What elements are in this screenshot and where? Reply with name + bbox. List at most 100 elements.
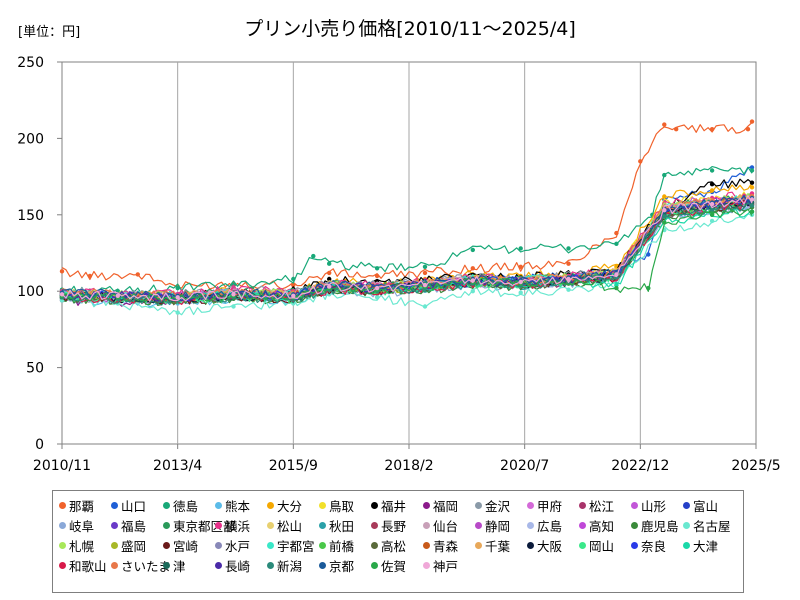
- legend-item: 奈良: [631, 537, 683, 554]
- legend-item: 福島: [111, 517, 163, 534]
- data-point: [87, 273, 93, 279]
- legend-item: 熊本: [215, 497, 267, 514]
- data-point: [614, 285, 619, 291]
- legend-marker: [215, 502, 222, 509]
- legend-marker: [371, 562, 378, 569]
- data-point: [709, 127, 715, 132]
- legend-item: 前橋: [319, 537, 371, 554]
- series-47: [59, 195, 755, 302]
- legend-item: 岐阜: [59, 517, 111, 534]
- legend-label: 甲府: [537, 499, 563, 514]
- legend-item: 神戸: [423, 557, 475, 574]
- legend-label: 奈良: [641, 539, 667, 554]
- legend-marker: [163, 522, 170, 529]
- data-point: [709, 188, 715, 193]
- data-point: [566, 276, 571, 282]
- y-tick-label: 100: [17, 284, 44, 300]
- legend-item: 那覇: [59, 497, 111, 514]
- data-point: [422, 304, 428, 309]
- legend-marker: [579, 542, 586, 549]
- data-point: [327, 270, 332, 276]
- legend-marker: [59, 562, 66, 569]
- legend-marker: [683, 502, 690, 509]
- x-tick-label: 2013/4: [153, 458, 202, 474]
- data-point: [566, 261, 571, 266]
- legend-marker: [475, 542, 482, 549]
- data-point: [175, 295, 180, 300]
- y-tick-label: 200: [17, 131, 44, 147]
- unit-label: [単位：円]: [18, 24, 80, 40]
- legend-label: 静岡: [485, 519, 511, 534]
- data-point: [749, 119, 755, 124]
- data-point: [662, 172, 667, 178]
- legend-label: 京都: [329, 559, 355, 574]
- legend-label: 松山: [277, 519, 303, 534]
- x-tick-label: 2020/7: [500, 458, 549, 474]
- legend-label: 札幌: [69, 539, 95, 554]
- legend-item: 高松: [371, 537, 423, 554]
- data-point: [709, 218, 715, 224]
- y-tick-label: 150: [17, 208, 44, 224]
- legend-marker: [631, 542, 638, 549]
- legend-marker: [215, 522, 222, 529]
- legend-label: 佐賀: [381, 559, 407, 574]
- y-tick-label: 250: [17, 55, 44, 71]
- series-line: [61, 195, 753, 302]
- legend-item: 宇都宮: [267, 537, 319, 554]
- data-point: [470, 247, 475, 253]
- data-point: [646, 252, 651, 257]
- legend-marker: [631, 522, 638, 529]
- legend-marker: [111, 522, 118, 529]
- legend-marker: [319, 542, 326, 549]
- legend-item: さいたま: [111, 557, 171, 574]
- legend-marker: [111, 562, 118, 569]
- legend-label: 鹿児島: [641, 519, 679, 534]
- data-point: [291, 276, 296, 282]
- data-point: [566, 287, 571, 292]
- chart-title: プリン小売り価格[2010/11～2025/4]: [244, 18, 576, 40]
- data-point: [662, 214, 667, 219]
- data-point: [327, 284, 332, 289]
- legend-label: 長野: [381, 519, 407, 534]
- data-point: [327, 276, 332, 282]
- legend-marker: [59, 542, 66, 549]
- x-tick-label: 2022/12: [611, 458, 669, 474]
- data-point: [422, 270, 428, 276]
- legend-item: 鹿児島: [631, 517, 683, 534]
- data-point: [709, 201, 715, 207]
- data-point: [470, 289, 475, 294]
- legend-item: 佐賀: [371, 557, 423, 574]
- data-point: [662, 122, 667, 127]
- legend-item: 大分: [267, 497, 319, 514]
- legend-label: 秋田: [329, 519, 355, 534]
- data-point: [422, 282, 428, 288]
- series-lines: [59, 119, 755, 316]
- legend-item: 福井: [371, 497, 423, 514]
- legend-marker: [111, 502, 118, 509]
- legend-label: 広島: [537, 519, 563, 534]
- legend-item: 秋田: [319, 517, 371, 534]
- legend-label: 山形: [641, 499, 667, 514]
- y-tick-label: 0: [35, 437, 44, 453]
- data-point: [709, 182, 715, 187]
- legend-label: 千葉: [485, 539, 511, 554]
- legend-label: 福井: [381, 499, 407, 514]
- legend-item: 水戸: [215, 537, 267, 554]
- legend-marker: [319, 562, 326, 569]
- legend-label: 松江: [589, 499, 615, 514]
- legend-label: 名古屋: [693, 519, 731, 534]
- legend-item: 松山: [267, 517, 319, 534]
- legend-marker: [423, 562, 430, 569]
- data-point: [470, 266, 475, 271]
- legend-label: 高知: [589, 519, 615, 534]
- legend-item: 横浜: [215, 517, 267, 534]
- data-point: [231, 304, 236, 309]
- data-point: [709, 212, 715, 217]
- y-tick-label: 50: [26, 361, 44, 377]
- data-point: [59, 269, 65, 274]
- legend-item: 大阪: [527, 537, 579, 554]
- legend-item: 徳島: [163, 497, 215, 514]
- legend-item: 鳥取: [319, 497, 371, 514]
- legend-label: 宮崎: [173, 539, 199, 554]
- data-point: [614, 241, 619, 246]
